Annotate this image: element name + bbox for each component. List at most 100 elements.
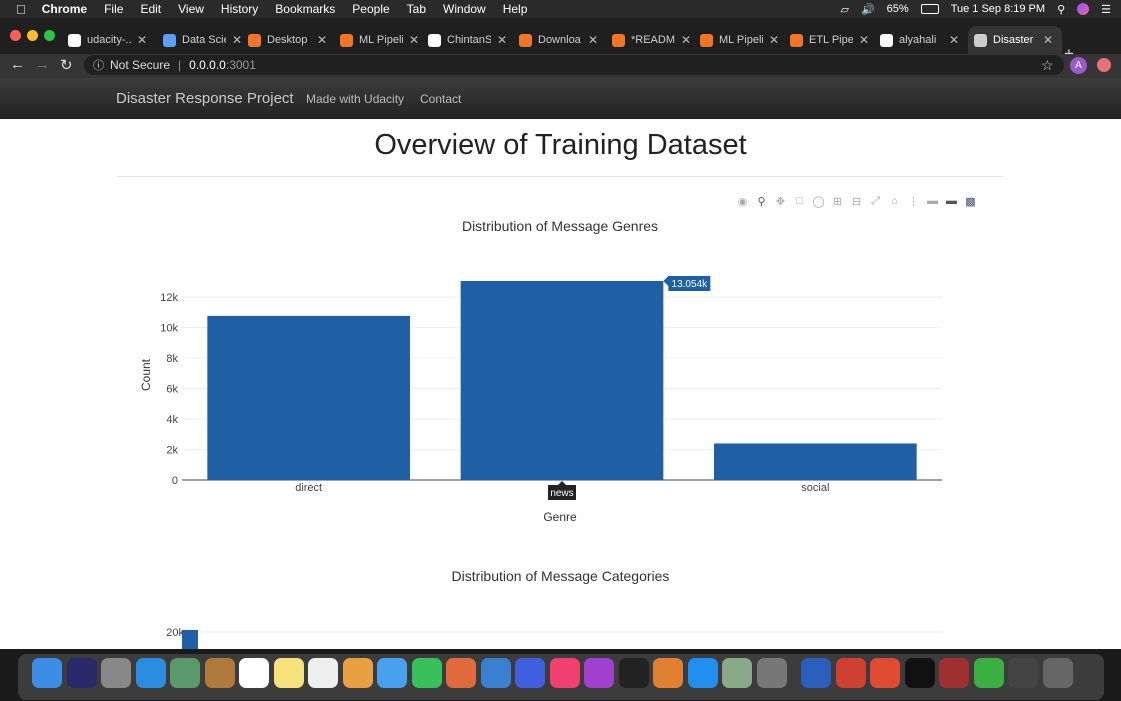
back-button[interactable]: ← — [10, 56, 25, 73]
close-tab-icon[interactable]: ✕ — [769, 33, 780, 47]
close-tab-icon[interactable]: ✕ — [409, 33, 420, 47]
tab-1[interactable]: Data Scie ✕ — [163, 26, 249, 54]
siri-icon[interactable] — [1077, 3, 1090, 15]
clock[interactable]: Tue 1 Sep 8:19 PM — [950, 3, 1046, 15]
menu-view[interactable]: View — [168, 2, 204, 16]
pages-icon[interactable] — [446, 658, 476, 688]
close-tab-icon[interactable]: ✕ — [137, 33, 148, 47]
menu-help[interactable]: Help — [492, 2, 528, 16]
system-preferences-icon[interactable] — [756, 658, 787, 688]
reload-button[interactable]: ↻ — [60, 57, 73, 74]
tab-4[interactable]: ChintanS ✕ — [428, 26, 514, 54]
apple-icon[interactable]:  — [16, 2, 26, 17]
word-icon[interactable] — [801, 658, 831, 688]
tab-2[interactable]: Desktop ✕ — [248, 26, 334, 54]
menu-file[interactable]: File — [94, 2, 123, 16]
profile-avatar[interactable]: A — [1070, 57, 1087, 74]
pan-icon[interactable]: ✥ — [775, 195, 786, 208]
box-select-icon[interactable]: □ — [796, 195, 803, 207]
downloads-folder-icon[interactable] — [1008, 658, 1038, 688]
bar-direct[interactable] — [207, 315, 410, 480]
tv-icon[interactable] — [618, 658, 649, 688]
activity-monitor-icon[interactable] — [973, 658, 1004, 688]
terminal-icon[interactable] — [904, 658, 935, 688]
tab-3[interactable]: ML Pipeli ✕ — [340, 26, 426, 54]
battery-icon[interactable] — [920, 4, 939, 14]
numbers-icon[interactable] — [515, 658, 545, 688]
menu-bookmarks[interactable]: Bookmarks — [265, 2, 335, 16]
close-tab-icon[interactable]: ✕ — [497, 33, 508, 47]
bookmark-star-icon[interactable]: ☆ — [1041, 57, 1054, 73]
finder-icon[interactable] — [32, 658, 62, 688]
plotly-logo-icon[interactable]: ▩ — [965, 195, 976, 208]
powerpoint-icon[interactable] — [835, 658, 866, 688]
tab-7[interactable]: ML Pipeli ✕ — [700, 26, 786, 54]
minimize-window-button[interactable] — [27, 30, 38, 41]
bar-social[interactable] — [714, 443, 917, 480]
zoom-in-icon[interactable]: ⊞ — [832, 195, 843, 208]
podcasts-icon[interactable] — [584, 658, 614, 688]
volume-icon[interactable]: 🔊 — [860, 3, 875, 16]
tab-8[interactable]: ETL Pipe ✕ — [790, 26, 876, 54]
menu-edit[interactable]: Edit — [130, 2, 161, 16]
nav-link-contact[interactable]: Contact — [420, 92, 462, 106]
spike-lines-icon[interactable]: ⋮ — [908, 195, 919, 208]
forward-button[interactable]: → — [35, 56, 50, 73]
chrome-icon[interactable] — [870, 658, 900, 688]
hover-compare-icon[interactable]: ▬ — [946, 195, 957, 207]
close-tab-icon[interactable]: ✕ — [859, 33, 870, 47]
camera-icon[interactable]: ◉ — [737, 195, 748, 208]
zoom-out-icon[interactable]: ⊟ — [851, 195, 862, 208]
info-icon[interactable]: ⓘ — [93, 60, 104, 72]
maximize-window-button[interactable] — [44, 30, 55, 41]
tab-6[interactable]: *READM ✕ — [612, 26, 698, 54]
reset-axes-icon[interactable]: ⌂ — [891, 195, 898, 207]
reminders-icon[interactable] — [308, 658, 338, 688]
menu-people[interactable]: People — [342, 2, 389, 16]
menu-history[interactable]: History — [211, 2, 258, 16]
maps-icon[interactable] — [722, 658, 752, 688]
tab-9[interactable]: alyahali ✕ — [880, 26, 966, 54]
trash-icon[interactable] — [1042, 658, 1073, 688]
autoscale-icon[interactable]: ⤢ — [871, 194, 880, 207]
preview-icon[interactable] — [170, 658, 200, 688]
menu-window[interactable]: Window — [433, 2, 486, 16]
close-tab-icon[interactable]: ✕ — [949, 33, 960, 47]
siri-icon[interactable] — [66, 658, 97, 688]
new-tab-button[interactable]: + — [1064, 44, 1074, 64]
nav-link-udacity[interactable]: Made with Udacity — [306, 92, 405, 106]
close-window-button[interactable] — [10, 30, 21, 41]
close-tab-icon[interactable]: ✕ — [317, 33, 328, 47]
spotlight-icon[interactable]: ⚲ — [1057, 3, 1066, 16]
safari-icon[interactable] — [135, 658, 166, 688]
hover-closest-icon[interactable]: ▬ — [927, 195, 938, 207]
photos-icon[interactable] — [342, 658, 373, 688]
keynote-icon[interactable] — [480, 658, 511, 688]
menu-tab[interactable]: Tab — [396, 2, 426, 16]
contacts-icon[interactable] — [204, 658, 235, 688]
dictionary-icon[interactable] — [939, 658, 969, 688]
facetime-icon[interactable] — [411, 658, 442, 688]
battery-percent[interactable]: 65% — [886, 3, 909, 15]
navbar-brand[interactable]: Disaster Response Project — [116, 90, 294, 107]
tab-10[interactable]: Disaster ✕ — [968, 26, 1062, 54]
menu-app[interactable]: Chrome — [32, 2, 87, 16]
music-icon[interactable] — [549, 658, 580, 688]
tab-5[interactable]: Downloa ✕ — [519, 26, 605, 54]
close-tab-icon[interactable]: ✕ — [232, 33, 243, 47]
bar-news[interactable] — [460, 281, 664, 480]
launchpad-icon[interactable] — [101, 658, 131, 688]
address-bar[interactable]: ⓘ Not Secure | 0.0.0.0:3001 — [84, 55, 1064, 75]
zoom-icon[interactable]: ⚲ — [757, 195, 766, 208]
tab-0[interactable]: udacity-... ✕ — [68, 26, 154, 54]
close-tab-icon[interactable]: ✕ — [681, 33, 692, 47]
notes-icon[interactable] — [273, 658, 304, 688]
calendar-icon[interactable] — [239, 658, 269, 688]
messages-icon[interactable] — [377, 658, 407, 688]
notification-center-icon[interactable]: ☰ — [1101, 3, 1111, 16]
chart2-bar[interactable] — [182, 630, 198, 649]
close-tab-icon[interactable]: ✕ — [588, 33, 599, 47]
extension-icon[interactable] — [1097, 58, 1111, 72]
app-store-icon[interactable] — [687, 658, 718, 688]
books-icon[interactable] — [653, 658, 683, 688]
